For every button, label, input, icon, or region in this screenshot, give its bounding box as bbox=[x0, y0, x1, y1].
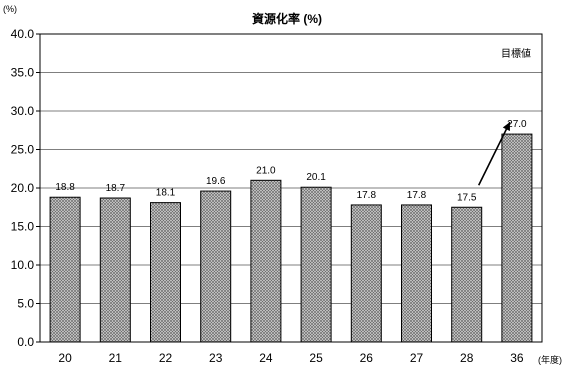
bar bbox=[200, 190, 232, 343]
data-label: 17.8 bbox=[357, 190, 377, 201]
x-tick-labels: 20 21 22 23 24 25 26 27 28 36 bbox=[58, 351, 523, 365]
arrow-head bbox=[502, 122, 510, 132]
chart-title: 資源化率 (%) bbox=[252, 11, 322, 26]
y-axis-unit: (%) bbox=[3, 4, 17, 14]
plot-frame bbox=[39, 33, 543, 343]
y-tick-labels: 0.0 5.0 10.0 15.0 20.0 25.0 30.0 35.0 40.0 bbox=[11, 27, 40, 349]
data-label: 18.7 bbox=[106, 183, 126, 194]
data-label: 18.1 bbox=[156, 188, 176, 199]
data-label: 20.1 bbox=[306, 172, 326, 183]
data-label: 21.0 bbox=[256, 165, 276, 176]
x-tick-label: 27 bbox=[410, 351, 424, 365]
data-label: 17.5 bbox=[457, 192, 477, 203]
arrow-line bbox=[477, 121, 511, 186]
target-value-label: 目標値 bbox=[501, 47, 531, 60]
data-label: 19.6 bbox=[206, 176, 226, 187]
bar bbox=[150, 202, 181, 343]
y-tick-label: 15.0 bbox=[11, 220, 35, 234]
y-tick-label: 20.0 bbox=[11, 181, 35, 195]
bar bbox=[99, 197, 131, 343]
y-tick-label: 5.0 bbox=[17, 297, 34, 311]
y-tick-label: 25.0 bbox=[11, 143, 35, 157]
x-tick-label: 24 bbox=[259, 351, 273, 365]
bar bbox=[350, 204, 382, 343]
bar-series bbox=[49, 133, 533, 343]
x-tick-label: 36 bbox=[510, 351, 524, 365]
data-label: 17.8 bbox=[407, 190, 427, 201]
bar bbox=[49, 196, 81, 343]
y-tick-label: 40.0 bbox=[11, 27, 35, 41]
y-tick-label: 35.0 bbox=[11, 66, 35, 80]
x-tick-label: 21 bbox=[109, 351, 123, 365]
x-tick-label: 20 bbox=[58, 351, 72, 365]
x-axis-unit: (年度) bbox=[538, 354, 562, 365]
bar bbox=[501, 133, 533, 343]
x-tick-label: 25 bbox=[309, 351, 323, 365]
bar bbox=[250, 179, 282, 343]
y-tick-label: 0.0 bbox=[17, 335, 34, 349]
x-tick-label: 28 bbox=[460, 351, 474, 365]
bar bbox=[401, 204, 432, 343]
bar bbox=[300, 186, 332, 343]
trend-arrow bbox=[477, 121, 511, 186]
data-label: 27.0 bbox=[507, 119, 527, 130]
bar bbox=[451, 206, 483, 343]
x-tick-label: 22 bbox=[159, 351, 173, 365]
y-tick-label: 30.0 bbox=[11, 104, 35, 118]
x-tick-label: 26 bbox=[360, 351, 374, 365]
data-labels: 18.8 18.7 18.1 19.6 21.0 20.1 17.8 17.8 17.5 27.0 bbox=[55, 119, 527, 203]
data-label: 18.8 bbox=[55, 182, 75, 193]
x-tick-label: 23 bbox=[209, 351, 223, 365]
y-tick-label: 10.0 bbox=[11, 258, 35, 272]
